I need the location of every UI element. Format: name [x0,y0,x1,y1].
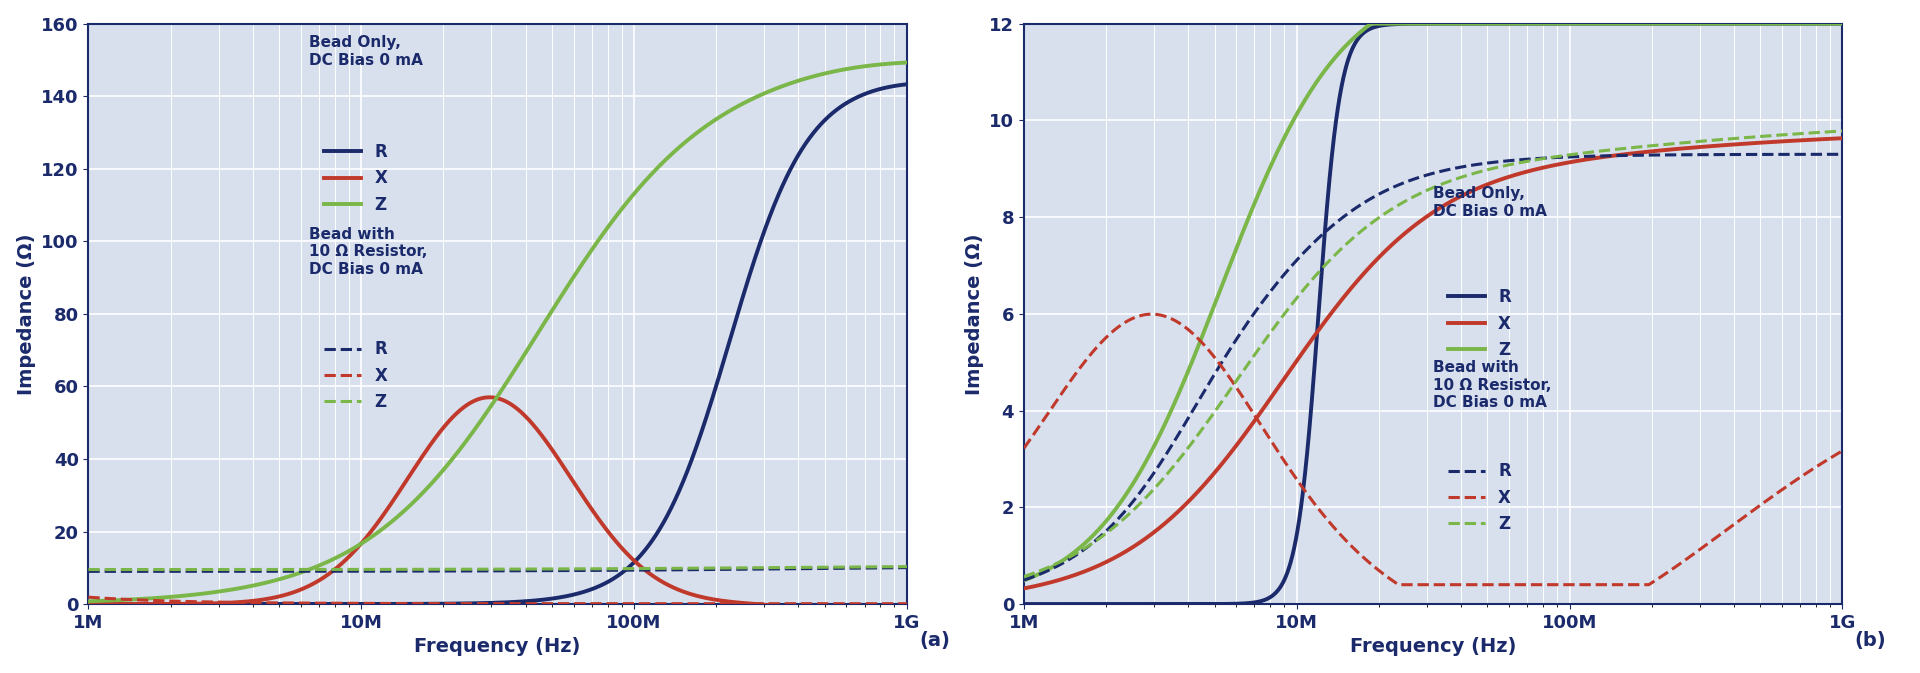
X-axis label: Frequency (Hz): Frequency (Hz) [1350,637,1517,656]
X-axis label: Frequency (Hz): Frequency (Hz) [415,637,582,656]
Text: Bead Only,
DC Bias 0 mA: Bead Only, DC Bias 0 mA [309,35,422,68]
Text: (a): (a) [920,631,950,651]
Text: Bead Only,
DC Bias 0 mA: Bead Only, DC Bias 0 mA [1432,186,1548,219]
Text: Bead with
10 Ω Resistor,
DC Bias 0 mA: Bead with 10 Ω Resistor, DC Bias 0 mA [1432,360,1551,410]
Y-axis label: Impedance (Ω): Impedance (Ω) [964,233,983,394]
Legend: R, X, Z: R, X, Z [319,334,394,418]
Text: Bead with
10 Ω Resistor,
DC Bias 0 mA: Bead with 10 Ω Resistor, DC Bias 0 mA [309,227,428,277]
Text: (b): (b) [1855,631,1885,651]
Y-axis label: Impedance (Ω): Impedance (Ω) [17,233,36,394]
Legend: R, X, Z: R, X, Z [1442,456,1517,540]
